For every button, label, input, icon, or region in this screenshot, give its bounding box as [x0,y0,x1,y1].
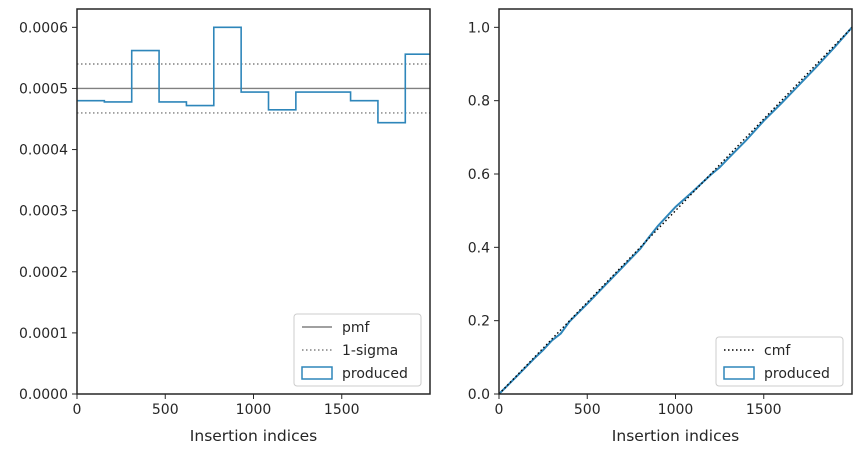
legend-handle-patch [301,366,333,380]
x-tick-label: 1500 [746,402,782,418]
y-tick-label: 0.0005 [19,81,68,97]
x-tick-label: 0 [495,402,504,418]
legend-box [715,336,844,387]
y-tick-label: 1.0 [468,20,490,36]
legend-label: pmf [342,320,371,336]
produced-step-histogram [77,26,430,124]
y-tick-label: 0.2 [468,314,490,330]
x-tick-label: 500 [574,402,601,418]
x-axis-label: Insertion indices [190,427,317,445]
y-tick-label: 0.4 [468,240,490,256]
y-tick-label: 0.0003 [19,204,68,220]
y-tick-label: 0.0 [468,387,490,403]
axes-frame [76,8,431,395]
x-tick-label: 1500 [324,402,360,418]
cmf-line [498,26,853,395]
cmf-chart: 0 500 1000 1500 0.0 0.2 0.4 0.6 0.8 1.0 Insertion … [468,8,853,445]
legend-box [293,313,422,387]
y-tick-label: 0.0000 [19,387,68,403]
legend-label: cmf [764,343,791,359]
y-tick-label: 0.0004 [19,143,68,159]
y-tick-label: 0.0006 [19,20,68,36]
legend-label: 1-sigma [342,343,398,359]
x-tick-label: 1000 [658,402,694,418]
x-axis-label: Insertion indices [612,427,739,445]
pmf-chart: 0 500 1000 1500 0.0000 0.0001 0.0002 0.0003 0.00… [19,8,431,445]
legend-label: produced [342,366,408,382]
legend-label: produced [764,366,830,382]
y-tick-label: 0.8 [468,94,490,110]
x-tick-label: 1000 [236,402,272,418]
y-tick-label: 0.0001 [19,326,68,342]
legend-handle-patch [723,366,755,380]
legend: cmf produced [715,336,844,387]
y-tick-label: 0.6 [468,167,490,183]
axes-frame [498,8,853,395]
x-tick-label: 500 [152,402,179,418]
produced-cdf-line [498,26,853,395]
x-tick-label: 0 [73,402,82,418]
y-tick-label: 0.0002 [19,265,68,281]
legend: pmf 1-sigma produced [293,313,422,387]
